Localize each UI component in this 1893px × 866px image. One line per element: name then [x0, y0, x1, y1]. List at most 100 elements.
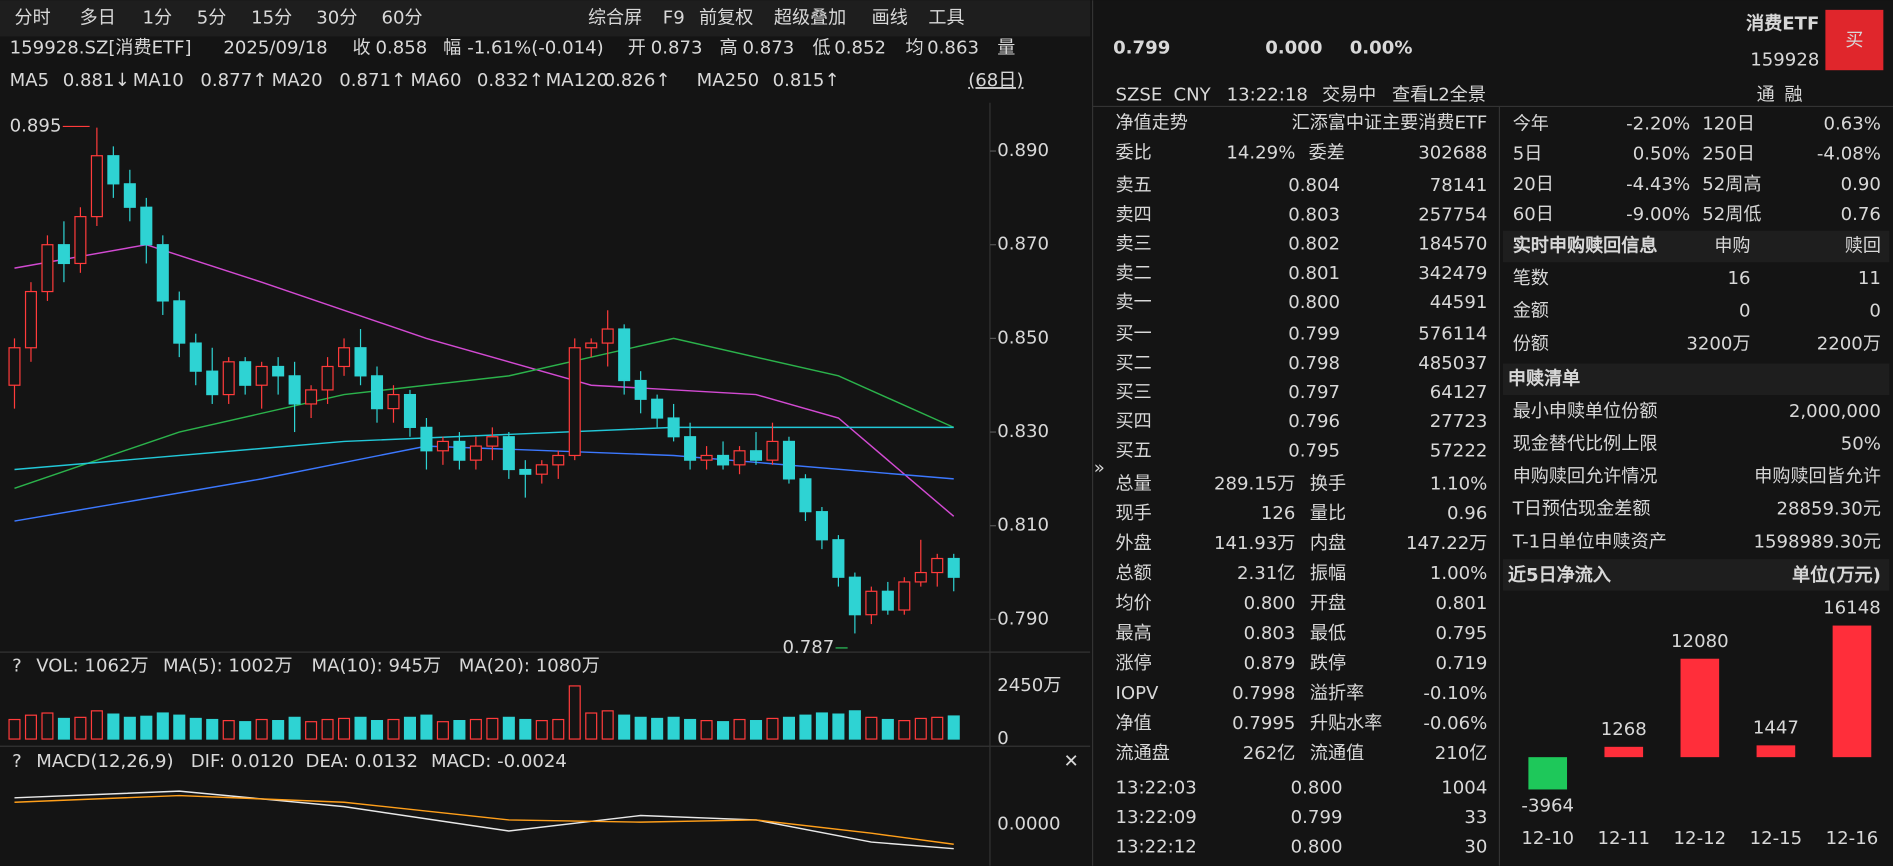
meta-time: 13:22:18 — [1227, 85, 1308, 106]
stat-value: 0.7995 — [1232, 713, 1295, 734]
toolbar-button[interactable]: 30分 — [316, 7, 357, 28]
buy[interactable]: 买 — [1845, 30, 1863, 51]
nav-fund: 汇添富中证主要消费ETF — [1292, 112, 1488, 133]
candle-body — [799, 478, 812, 513]
name: 消费ETF — [1746, 12, 1819, 34]
info-range: -1.61%(-0.014) — [467, 37, 603, 58]
macd-value: MACD: -0.0024 — [431, 751, 567, 772]
candle-body — [585, 342, 598, 349]
volume-bar — [486, 717, 499, 740]
stat-label: 最高 — [1116, 623, 1152, 644]
volume-bar — [898, 720, 911, 740]
buy-button[interactable] — [1825, 9, 1884, 71]
close-icon[interactable]: ✕ — [1064, 751, 1079, 772]
toolbar-button[interactable]: 工具 — [928, 7, 964, 28]
section-bg — [1503, 363, 1890, 395]
pct: 0.00% — [1350, 37, 1413, 58]
book-price: 0.803 — [1288, 204, 1340, 225]
candle-body — [486, 436, 499, 447]
vol-tick-label: 2450万 — [997, 675, 1061, 696]
stat-label: 跌停 — [1310, 653, 1346, 674]
book-level: 买四 — [1116, 411, 1152, 432]
candle-body — [206, 370, 219, 396]
stat-label: 溢折率 — [1310, 683, 1364, 704]
info-low-label: 低 — [812, 37, 830, 58]
creation-col: 赎回 — [1845, 235, 1881, 256]
ma-name: MA250 — [697, 70, 760, 91]
ma-value: 0.871↑ — [339, 70, 406, 91]
stat-label: 总量 — [1116, 473, 1152, 494]
toolbar-button[interactable]: 超级叠加 — [774, 7, 846, 28]
toolbar-button[interactable]: 综合屏 — [588, 7, 642, 28]
list-value: 1598989.30元 — [1753, 531, 1880, 552]
toolbar-button[interactable]: 分时 — [14, 7, 50, 28]
candle-body — [24, 290, 38, 349]
toolbar-button[interactable]: 60分 — [381, 7, 422, 28]
volume-bar — [535, 720, 548, 740]
candle-body — [733, 450, 746, 466]
stat-value: 126 — [1261, 503, 1296, 524]
volume-bar — [222, 720, 235, 740]
l2-link[interactable]: 查看L2全景 — [1392, 85, 1486, 106]
book-level: 卖五 — [1116, 175, 1152, 196]
perf-label: 5日 — [1513, 144, 1543, 165]
book-volume: 44591 — [1430, 292, 1488, 313]
tick-time: 13:22:12 — [1116, 837, 1197, 858]
stat-label: 开盘 — [1310, 593, 1346, 614]
candle-body — [8, 347, 21, 386]
stat-value: 0.96 — [1447, 503, 1487, 524]
y-tick-label: 0.890 — [997, 140, 1049, 161]
toolbar-button[interactable]: 前复权 — [699, 7, 753, 28]
candle-body — [140, 206, 153, 246]
volume-bar — [436, 721, 449, 740]
tick-price: 0.799 — [1291, 807, 1343, 828]
flow-value: 1447 — [1753, 717, 1799, 738]
help-icon[interactable]: ? — [12, 656, 22, 677]
flow-title: 近5日净流入 — [1508, 564, 1611, 586]
section-bg — [1503, 230, 1890, 263]
toolbar-bg — [0, 0, 1091, 37]
toolbar-button[interactable]: 多日 — [80, 7, 116, 28]
stat-value: -0.06% — [1423, 713, 1487, 734]
toolbar-button[interactable]: F9 — [663, 7, 685, 28]
book-level: 卖三 — [1116, 234, 1152, 255]
stat-label: 现手 — [1116, 503, 1152, 524]
candle-body — [782, 440, 795, 480]
stat-label: 振幅 — [1310, 563, 1346, 584]
tick-volume: 33 — [1464, 807, 1487, 828]
candle-body — [420, 426, 433, 452]
book-price: 0.797 — [1288, 382, 1340, 403]
weibi-value: 14.29% — [1226, 143, 1295, 164]
stat-value: 0.801 — [1436, 593, 1488, 614]
volume-bar — [156, 712, 169, 740]
stat-label: 内盘 — [1310, 533, 1346, 554]
volume-bar — [634, 716, 647, 740]
help-icon[interactable]: ? — [12, 751, 22, 772]
stat-label: 涨停 — [1116, 653, 1152, 674]
toolbar-button[interactable]: 1分 — [142, 7, 172, 28]
toolbar-button[interactable]: 15分 — [251, 7, 292, 28]
flow-bar — [1832, 625, 1872, 758]
candle-body — [634, 379, 647, 400]
book-price: 0.796 — [1288, 411, 1340, 432]
toolbar-button[interactable]: 5分 — [197, 7, 227, 28]
creation-value: 0 — [1869, 301, 1881, 322]
volume-bar — [24, 714, 38, 740]
ma-value: 0.826↑ — [604, 70, 671, 91]
book-price: 0.799 — [1288, 324, 1340, 345]
candle-body — [931, 557, 944, 574]
volume-bar — [403, 716, 416, 740]
toolbar-button[interactable]: 画线 — [872, 7, 908, 28]
creation-label: 金额 — [1513, 301, 1549, 322]
book-level: 卖二 — [1116, 263, 1152, 284]
list-value: 2,000,000 — [1789, 401, 1881, 422]
creation-value: 2200万 — [1817, 333, 1881, 354]
volume-bar — [255, 718, 268, 740]
flow-category: 12-10 — [1521, 828, 1574, 849]
stat-value: 0.879 — [1244, 653, 1296, 674]
candle-body — [156, 244, 169, 302]
collapse-icon[interactable]: » — [1094, 458, 1105, 479]
candle-body — [568, 347, 581, 457]
volume-bar — [469, 718, 482, 740]
list-label: 现金替代比例上限 — [1513, 433, 1658, 454]
